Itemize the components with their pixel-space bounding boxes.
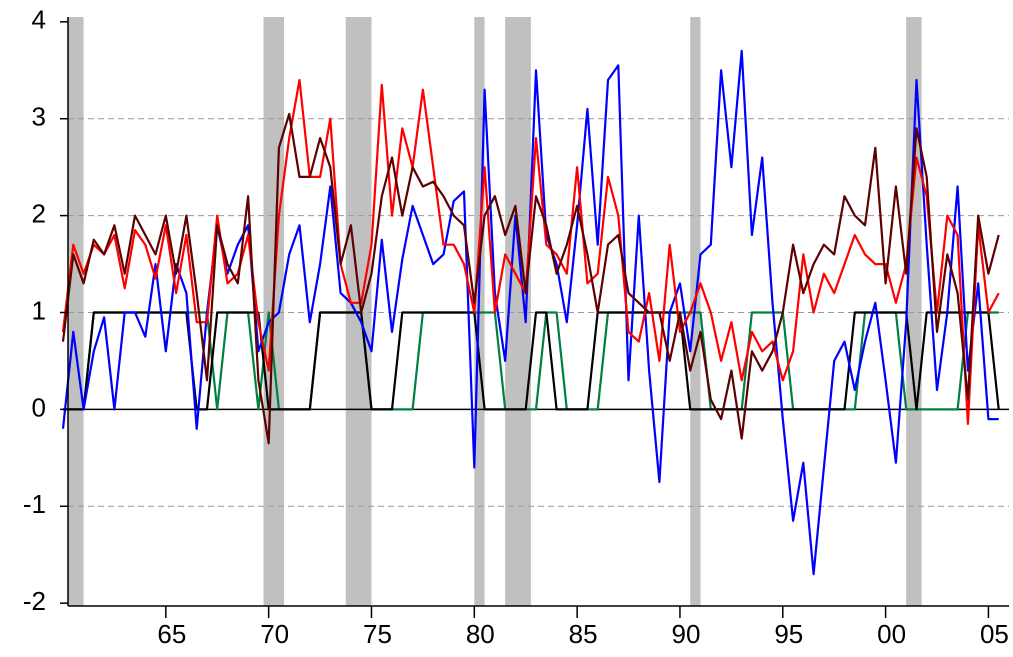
y-tick-label: 1 bbox=[32, 295, 46, 325]
x-tick-label: 05 bbox=[980, 619, 1009, 649]
x-tick-label: 75 bbox=[363, 619, 392, 649]
y-tick-label: -1 bbox=[23, 489, 46, 519]
lines-layer bbox=[61, 49, 1000, 576]
series-line bbox=[61, 78, 1000, 425]
x-tick-label: 00 bbox=[877, 619, 906, 649]
x-tick-label: 85 bbox=[569, 619, 598, 649]
shaded-period bbox=[906, 17, 922, 606]
y-tick-label: 0 bbox=[32, 392, 46, 422]
x-tick-label: 95 bbox=[774, 619, 803, 649]
y-tick-label: 2 bbox=[32, 198, 46, 228]
y-tick-label: 3 bbox=[32, 102, 46, 132]
y-tick-label: 4 bbox=[32, 5, 46, 35]
series-line bbox=[61, 112, 1000, 445]
x-tick-label: 65 bbox=[157, 619, 186, 649]
y-tick-label: -2 bbox=[23, 586, 46, 616]
x-tick-label: 80 bbox=[466, 619, 495, 649]
x-tick-label: 70 bbox=[260, 619, 289, 649]
axes-layer: -2 -1 0 1 2 3 4 65 70 75 80 85 90 95 00 05 bbox=[23, 5, 1009, 649]
shaded-period bbox=[68, 17, 84, 606]
x-tick-label: 90 bbox=[671, 619, 700, 649]
series-line bbox=[63, 311, 1000, 411]
